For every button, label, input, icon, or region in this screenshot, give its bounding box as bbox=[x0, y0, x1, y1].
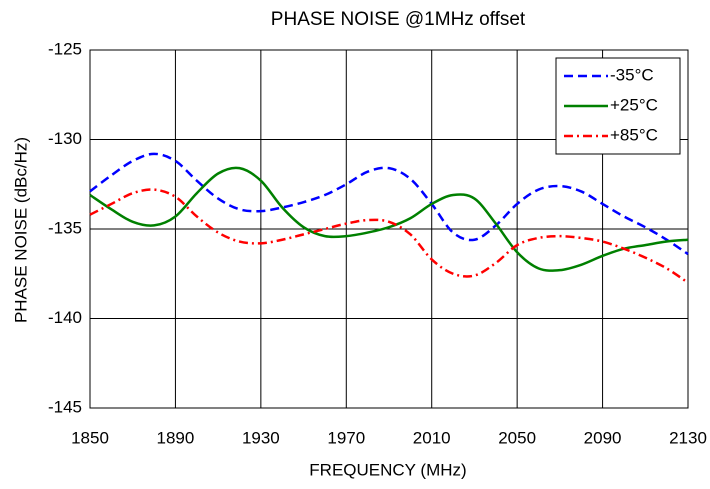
legend-label: +85°C bbox=[610, 125, 658, 144]
series-line bbox=[89, 166, 689, 272]
x-tick-label: 2050 bbox=[498, 428, 536, 447]
series-line bbox=[89, 188, 689, 284]
y-tick-label: -140 bbox=[48, 308, 82, 327]
series-line bbox=[89, 152, 689, 256]
y-tick-label: -125 bbox=[48, 39, 82, 58]
y-axis-label: PHASE NOISE (dBc/Hz) bbox=[11, 137, 30, 323]
y-tick-label: -135 bbox=[48, 218, 82, 237]
x-axis-label: FREQUENCY (MHz) bbox=[309, 460, 466, 479]
legend-label: +25°C bbox=[610, 95, 658, 114]
x-tick-label: 2090 bbox=[584, 428, 622, 447]
chart-title: PHASE NOISE @1MHz offset bbox=[271, 9, 526, 30]
x-tick-label: 1890 bbox=[157, 428, 195, 447]
x-tick-label: 1850 bbox=[71, 428, 109, 447]
x-tick-label: 2010 bbox=[413, 428, 451, 447]
y-tick-label: -145 bbox=[48, 397, 82, 416]
x-tick-label: 1970 bbox=[327, 428, 365, 447]
x-tick-label: 2130 bbox=[669, 428, 707, 447]
y-tick-label: -130 bbox=[48, 129, 82, 148]
x-tick-label: 1930 bbox=[242, 428, 280, 447]
legend-label: -35°C bbox=[610, 65, 654, 84]
